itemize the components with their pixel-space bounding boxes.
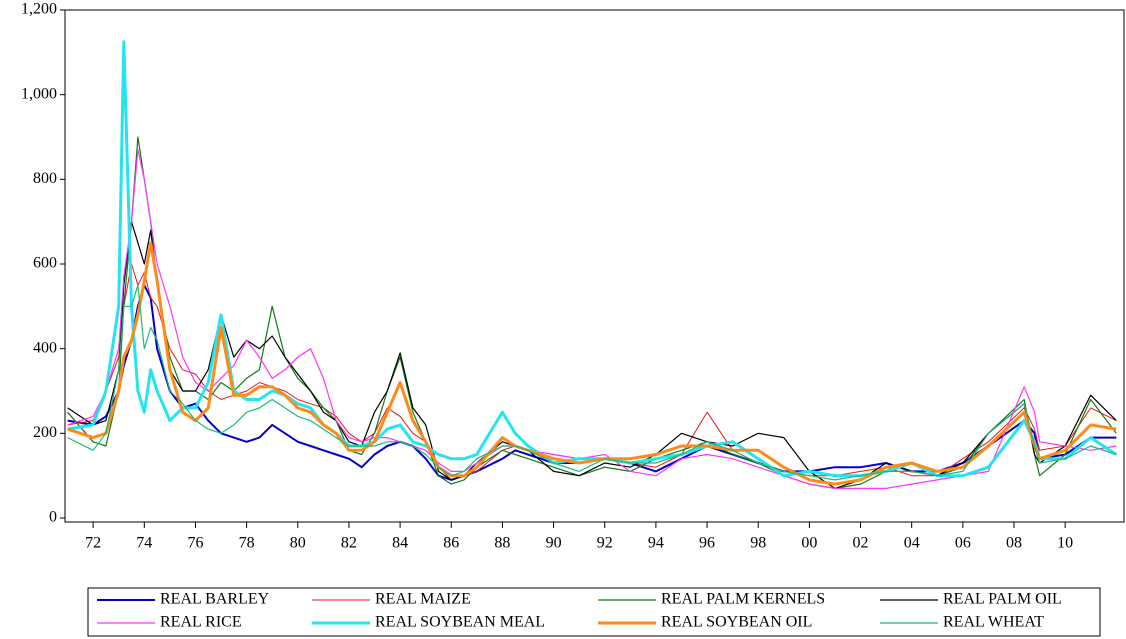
legend-label: REAL SOYBEAN OIL <box>661 614 812 631</box>
x-tick-label: 00 <box>801 535 817 552</box>
x-tick-label: 78 <box>239 535 255 552</box>
y-tick-label: 200 <box>33 424 57 441</box>
series-line <box>67 284 1117 481</box>
legend-label: REAL MAIZE <box>375 591 471 608</box>
y-tick-label: 400 <box>33 339 57 356</box>
x-tick-label: 92 <box>597 535 613 552</box>
x-tick-label: 80 <box>290 535 306 552</box>
x-tick-label: 06 <box>955 535 971 552</box>
x-tick-label: 90 <box>546 535 562 552</box>
series-line <box>67 241 1117 486</box>
x-tick-label: 02 <box>853 535 869 552</box>
y-tick-label: 1,200 <box>21 1 57 18</box>
x-tick-label: 08 <box>1006 535 1022 552</box>
legend-label: REAL WHEAT <box>943 614 1044 631</box>
x-tick-label: 94 <box>648 535 664 552</box>
y-tick-label: 600 <box>33 255 57 272</box>
x-tick-label: 84 <box>392 535 408 552</box>
series-line <box>67 136 1117 489</box>
x-tick-label: 98 <box>750 535 766 552</box>
legend-box <box>87 587 1101 637</box>
x-tick-label: 96 <box>699 535 715 552</box>
series-line <box>67 40 1118 478</box>
series-line <box>67 284 1117 481</box>
x-tick-label: 82 <box>341 535 357 552</box>
series-line <box>67 149 1117 489</box>
x-tick-label: 04 <box>904 535 920 552</box>
x-tick-label: 88 <box>494 535 510 552</box>
series-line <box>67 263 1117 481</box>
x-tick-label: 72 <box>85 535 101 552</box>
legend-label: REAL PALM OIL <box>943 591 1062 608</box>
x-tick-label: 76 <box>187 535 203 552</box>
x-tick-label: 10 <box>1057 535 1073 552</box>
legend-label: REAL PALM KERNELS <box>661 591 825 608</box>
x-tick-label: 86 <box>443 535 459 552</box>
plot-frame <box>64 9 1125 523</box>
x-tick-label: 74 <box>136 535 152 552</box>
y-tick-label: 800 <box>33 170 57 187</box>
legend-label: REAL BARLEY <box>160 591 270 608</box>
y-tick-label: 0 <box>49 509 57 526</box>
legend-label: REAL RICE <box>160 614 242 631</box>
y-tick-label: 1,000 <box>21 85 57 102</box>
legend-label: REAL SOYBEAN MEAL <box>375 614 545 631</box>
